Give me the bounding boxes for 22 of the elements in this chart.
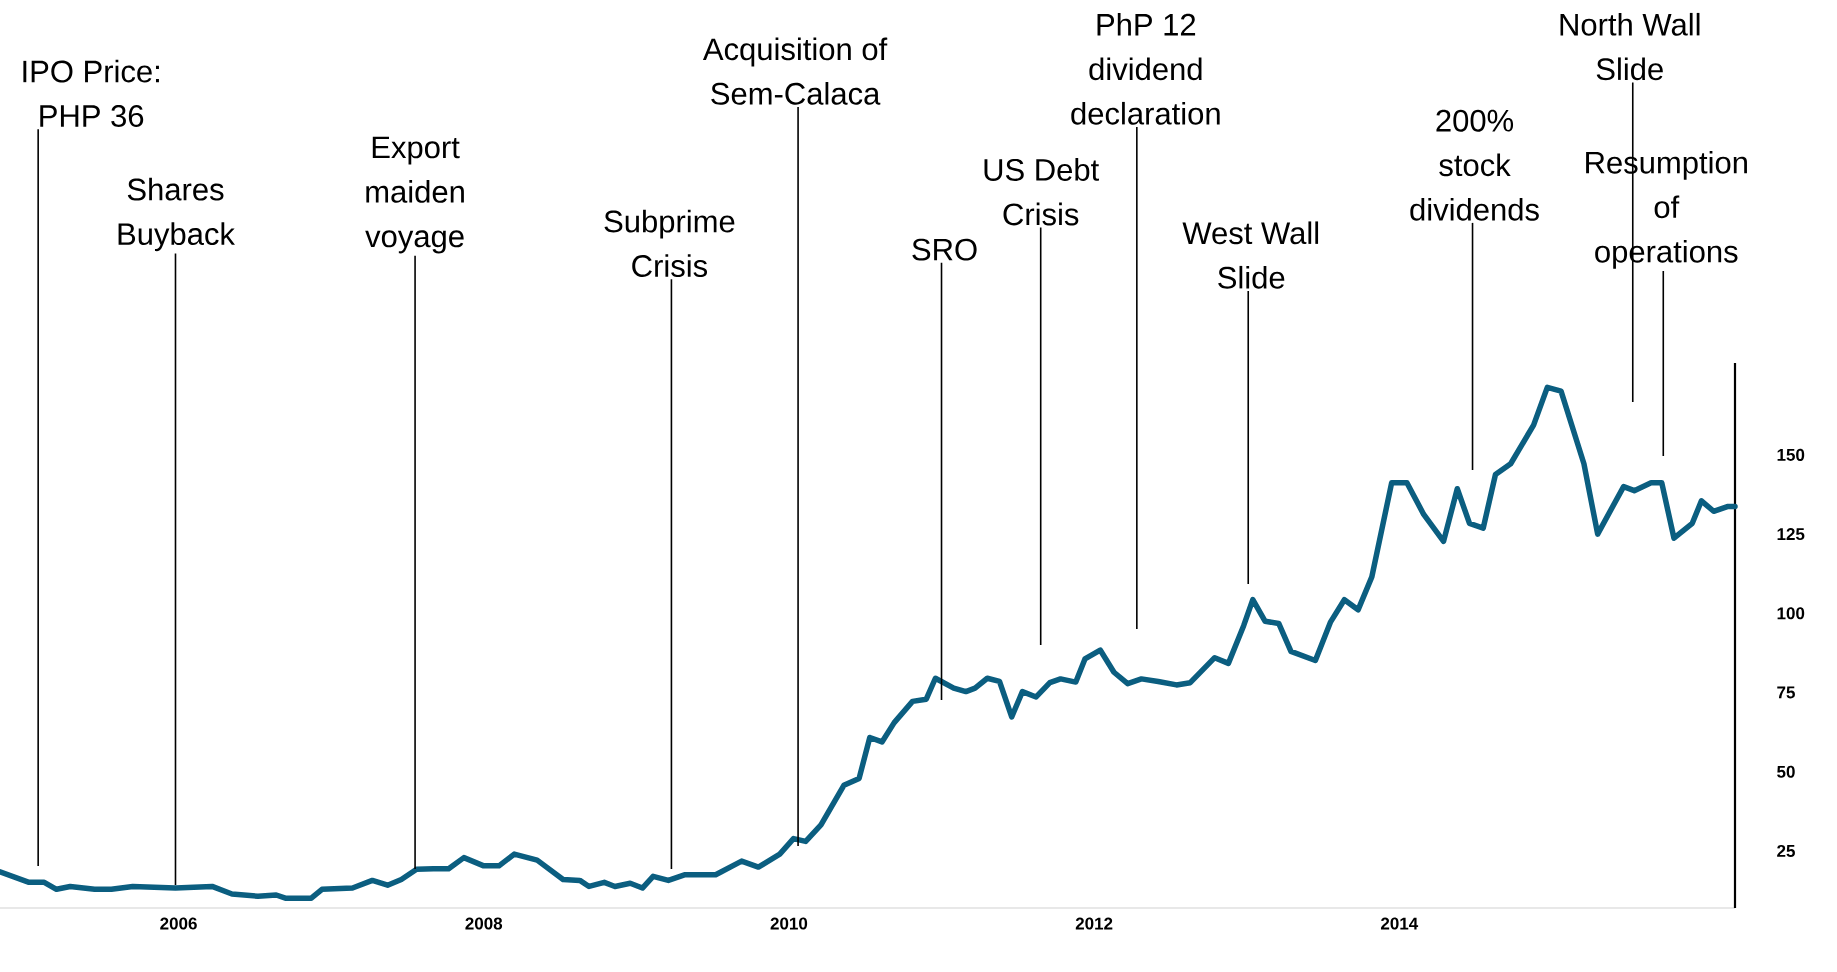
x-tick-label: 2014 (1380, 917, 1419, 930)
y-tick-label: 75 (1777, 686, 1795, 699)
x-tick-label: 2012 (1075, 917, 1113, 930)
y-tick-label: 100 (1777, 607, 1805, 620)
ref-line-label: SRO (912, 238, 977, 261)
ref-line-label: 200% stock dividends (1410, 109, 1539, 221)
ref-line-label: North Wall Slide (1560, 12, 1700, 81)
ref-line-label: US Debt Crisis (984, 158, 1100, 226)
ref-line-label: West Wall Slide (1182, 221, 1319, 289)
ref-line-label: Shares Buyback (118, 177, 235, 252)
ref-line-label: Export maiden voyage (365, 136, 464, 254)
x-tick-label: 2010 (770, 917, 808, 930)
ref-line-label: PhP 12 dividend declaration (1071, 12, 1220, 125)
ref-line-label: IPO Price: PHP 36 (23, 59, 159, 127)
ref-line-label: Subprime Crisis (604, 209, 735, 277)
ref-line-label: Acquisition of Sem-Calaca (702, 37, 888, 105)
y-tick-label: 150 (1777, 448, 1805, 461)
y-tick-label: 125 (1777, 528, 1805, 541)
x-tick-label: 2006 (160, 917, 197, 930)
y-tick-label: 50 (1777, 765, 1795, 778)
x-tick-label: 2008 (465, 917, 503, 930)
y-tick-label: 25 (1777, 844, 1795, 857)
